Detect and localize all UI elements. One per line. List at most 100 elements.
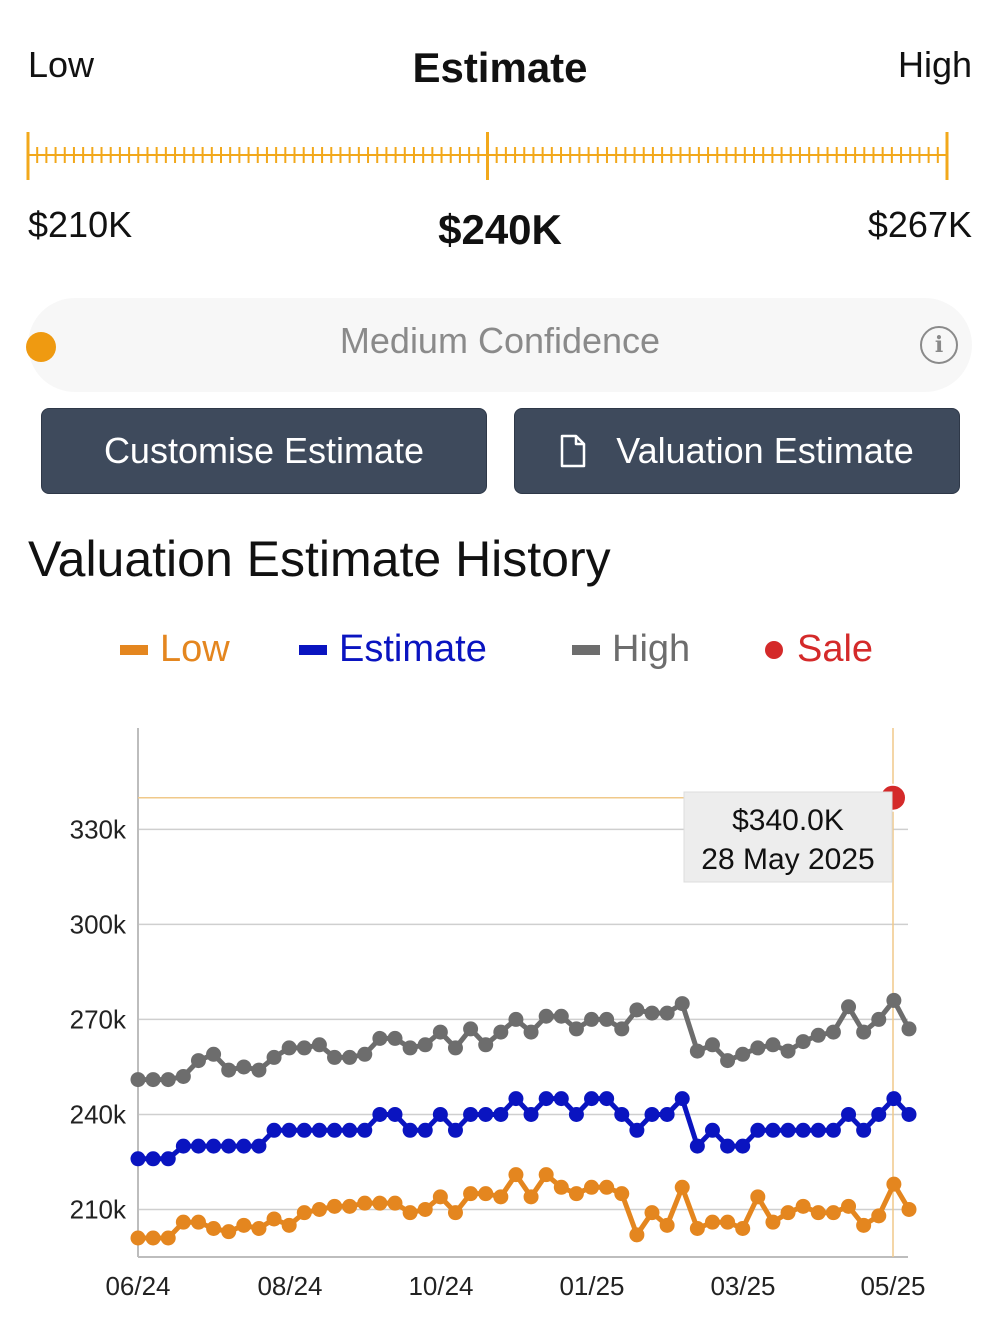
data-point-high[interactable]	[311, 1037, 327, 1053]
data-point-high[interactable]	[221, 1062, 237, 1078]
data-point-estimate[interactable]	[689, 1138, 705, 1154]
data-point-low[interactable]	[508, 1167, 524, 1183]
data-point-high[interactable]	[523, 1024, 539, 1040]
data-point-low[interactable]	[825, 1205, 841, 1221]
data-point-high[interactable]	[145, 1072, 161, 1088]
data-point-low[interactable]	[720, 1214, 736, 1230]
data-point-low[interactable]	[704, 1214, 720, 1230]
data-point-estimate[interactable]	[553, 1091, 569, 1107]
data-point-high[interactable]	[402, 1040, 418, 1056]
data-point-low[interactable]	[296, 1205, 312, 1221]
data-point-low[interactable]	[765, 1214, 781, 1230]
data-point-high[interactable]	[296, 1040, 312, 1056]
data-point-low[interactable]	[810, 1205, 826, 1221]
data-point-estimate[interactable]	[644, 1106, 660, 1122]
data-point-low[interactable]	[447, 1205, 463, 1221]
data-point-estimate[interactable]	[659, 1106, 675, 1122]
data-point-high[interactable]	[432, 1024, 448, 1040]
data-point-high[interactable]	[841, 999, 857, 1015]
data-point-low[interactable]	[130, 1230, 146, 1246]
data-point-low[interactable]	[432, 1189, 448, 1205]
data-point-estimate[interactable]	[584, 1091, 600, 1107]
data-point-estimate[interactable]	[296, 1122, 312, 1138]
data-point-low[interactable]	[342, 1198, 358, 1214]
data-point-high[interactable]	[901, 1021, 917, 1037]
legend-item-high[interactable]: High	[572, 628, 690, 671]
data-point-high[interactable]	[538, 1008, 554, 1024]
data-point-estimate[interactable]	[417, 1122, 433, 1138]
data-point-estimate[interactable]	[432, 1106, 448, 1122]
data-point-estimate[interactable]	[735, 1138, 751, 1154]
data-point-high[interactable]	[236, 1059, 252, 1075]
data-point-estimate[interactable]	[190, 1138, 206, 1154]
data-point-estimate[interactable]	[704, 1122, 720, 1138]
data-point-estimate[interactable]	[825, 1122, 841, 1138]
data-point-low[interactable]	[750, 1189, 766, 1205]
data-point-high[interactable]	[417, 1037, 433, 1053]
data-point-estimate[interactable]	[175, 1138, 191, 1154]
data-point-high[interactable]	[493, 1024, 509, 1040]
data-point-estimate[interactable]	[856, 1122, 872, 1138]
data-point-high[interactable]	[629, 1002, 645, 1018]
data-point-low[interactable]	[735, 1220, 751, 1236]
data-point-high[interactable]	[478, 1037, 494, 1053]
data-point-low[interactable]	[372, 1195, 388, 1211]
data-point-low[interactable]	[417, 1201, 433, 1217]
data-point-low[interactable]	[901, 1201, 917, 1217]
data-point-low[interactable]	[311, 1201, 327, 1217]
data-point-estimate[interactable]	[629, 1122, 645, 1138]
data-point-low[interactable]	[841, 1198, 857, 1214]
data-point-estimate[interactable]	[568, 1106, 584, 1122]
data-point-low[interactable]	[145, 1230, 161, 1246]
data-point-high[interactable]	[251, 1062, 267, 1078]
data-point-low[interactable]	[523, 1189, 539, 1205]
data-point-estimate[interactable]	[765, 1122, 781, 1138]
data-point-low[interactable]	[614, 1186, 630, 1202]
legend-item-low[interactable]: Low	[120, 628, 230, 671]
data-point-high[interactable]	[447, 1040, 463, 1056]
data-point-high[interactable]	[720, 1053, 736, 1069]
data-point-high[interactable]	[750, 1040, 766, 1056]
data-point-low[interactable]	[206, 1220, 222, 1236]
data-point-estimate[interactable]	[493, 1106, 509, 1122]
data-point-high[interactable]	[206, 1046, 222, 1062]
data-point-high[interactable]	[735, 1046, 751, 1062]
valuation-estimate-button[interactable]: Valuation Estimate	[514, 408, 960, 494]
data-point-high[interactable]	[795, 1034, 811, 1050]
data-point-estimate[interactable]	[720, 1138, 736, 1154]
data-point-estimate[interactable]	[236, 1138, 252, 1154]
data-point-high[interactable]	[190, 1053, 206, 1069]
data-point-estimate[interactable]	[311, 1122, 327, 1138]
data-point-low[interactable]	[659, 1217, 675, 1233]
data-point-high[interactable]	[372, 1030, 388, 1046]
data-point-estimate[interactable]	[614, 1106, 630, 1122]
data-point-high[interactable]	[704, 1037, 720, 1053]
data-point-low[interactable]	[644, 1205, 660, 1221]
data-point-low[interactable]	[493, 1189, 509, 1205]
data-point-estimate[interactable]	[463, 1106, 479, 1122]
data-point-high[interactable]	[825, 1024, 841, 1040]
data-point-low[interactable]	[190, 1214, 206, 1230]
data-point-high[interactable]	[780, 1043, 796, 1059]
data-point-low[interactable]	[160, 1230, 176, 1246]
data-point-high[interactable]	[266, 1049, 282, 1065]
data-point-low[interactable]	[266, 1211, 282, 1227]
data-point-estimate[interactable]	[357, 1122, 373, 1138]
data-point-low[interactable]	[674, 1179, 690, 1195]
data-point-estimate[interactable]	[372, 1106, 388, 1122]
data-point-high[interactable]	[886, 992, 902, 1008]
data-point-high[interactable]	[508, 1011, 524, 1027]
data-point-high[interactable]	[357, 1046, 373, 1062]
data-point-low[interactable]	[327, 1198, 343, 1214]
data-point-high[interactable]	[568, 1021, 584, 1037]
info-icon[interactable]: i	[920, 326, 958, 364]
data-point-high[interactable]	[584, 1011, 600, 1027]
data-point-estimate[interactable]	[599, 1091, 615, 1107]
data-point-estimate[interactable]	[387, 1106, 403, 1122]
data-point-high[interactable]	[644, 1005, 660, 1021]
data-point-low[interactable]	[402, 1205, 418, 1221]
data-point-estimate[interactable]	[342, 1122, 358, 1138]
customise-estimate-button[interactable]: Customise Estimate	[41, 408, 487, 494]
data-point-low[interactable]	[553, 1179, 569, 1195]
data-point-low[interactable]	[689, 1220, 705, 1236]
